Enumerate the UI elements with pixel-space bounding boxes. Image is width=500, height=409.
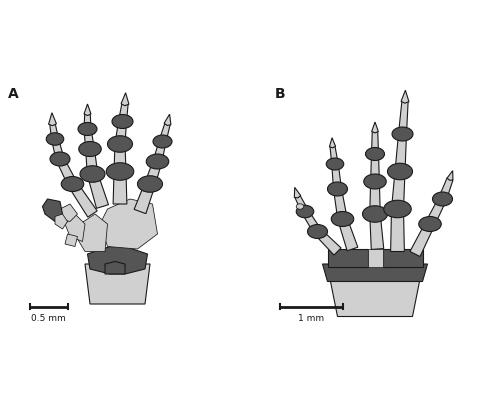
Polygon shape	[88, 173, 108, 209]
Polygon shape	[154, 141, 166, 163]
Ellipse shape	[78, 123, 97, 136]
Polygon shape	[115, 122, 126, 145]
Polygon shape	[370, 155, 380, 182]
Polygon shape	[159, 124, 170, 143]
Polygon shape	[392, 172, 405, 210]
Polygon shape	[134, 183, 155, 214]
Polygon shape	[65, 234, 78, 247]
Polygon shape	[370, 214, 384, 250]
Ellipse shape	[112, 115, 133, 129]
Ellipse shape	[153, 136, 172, 148]
Polygon shape	[334, 189, 347, 220]
Polygon shape	[390, 209, 404, 252]
Polygon shape	[78, 214, 108, 252]
Text: B: B	[275, 87, 285, 101]
Polygon shape	[105, 262, 125, 274]
Ellipse shape	[108, 137, 132, 153]
Polygon shape	[328, 249, 368, 267]
Text: 0.5 mm: 0.5 mm	[32, 313, 66, 322]
Polygon shape	[65, 214, 85, 242]
Ellipse shape	[432, 193, 452, 207]
Polygon shape	[48, 113, 56, 126]
Ellipse shape	[46, 133, 64, 146]
Polygon shape	[439, 178, 453, 201]
Ellipse shape	[308, 225, 328, 239]
Polygon shape	[330, 279, 420, 317]
Polygon shape	[86, 149, 98, 175]
Polygon shape	[164, 115, 171, 126]
Polygon shape	[372, 123, 378, 134]
Polygon shape	[322, 264, 428, 282]
Polygon shape	[426, 198, 446, 227]
Polygon shape	[50, 124, 58, 140]
Ellipse shape	[392, 128, 413, 142]
Polygon shape	[85, 264, 150, 304]
Polygon shape	[368, 249, 382, 267]
Polygon shape	[370, 182, 380, 214]
Ellipse shape	[364, 175, 386, 189]
Ellipse shape	[331, 212, 354, 227]
Ellipse shape	[388, 164, 412, 180]
Polygon shape	[302, 210, 321, 234]
Ellipse shape	[296, 206, 314, 218]
Ellipse shape	[106, 163, 134, 181]
Polygon shape	[382, 249, 422, 267]
Polygon shape	[84, 115, 91, 130]
Polygon shape	[395, 135, 406, 173]
Polygon shape	[295, 196, 308, 213]
Polygon shape	[42, 200, 62, 222]
Ellipse shape	[146, 155, 169, 170]
Ellipse shape	[50, 153, 70, 166]
Polygon shape	[84, 129, 94, 150]
Polygon shape	[372, 132, 378, 155]
Polygon shape	[121, 94, 129, 106]
Polygon shape	[114, 145, 126, 172]
Polygon shape	[401, 91, 409, 104]
Polygon shape	[68, 182, 97, 218]
Polygon shape	[398, 102, 408, 135]
Polygon shape	[60, 204, 78, 222]
Text: 1 mm: 1 mm	[298, 313, 324, 322]
Ellipse shape	[80, 166, 105, 183]
Ellipse shape	[328, 182, 347, 196]
Polygon shape	[314, 229, 341, 255]
Ellipse shape	[296, 204, 304, 210]
Ellipse shape	[419, 217, 442, 232]
Polygon shape	[447, 171, 453, 181]
Ellipse shape	[362, 206, 388, 223]
Ellipse shape	[61, 177, 84, 192]
Ellipse shape	[384, 201, 411, 218]
Polygon shape	[330, 138, 336, 148]
Text: A: A	[8, 87, 18, 101]
Polygon shape	[88, 247, 148, 274]
Polygon shape	[100, 200, 158, 249]
Polygon shape	[118, 104, 128, 123]
Polygon shape	[84, 105, 91, 116]
Ellipse shape	[326, 159, 344, 171]
Ellipse shape	[366, 148, 384, 161]
Polygon shape	[52, 139, 64, 161]
Polygon shape	[113, 172, 127, 204]
Ellipse shape	[79, 142, 101, 157]
Polygon shape	[410, 222, 434, 257]
Polygon shape	[56, 158, 76, 187]
Polygon shape	[55, 214, 68, 229]
Polygon shape	[338, 218, 358, 251]
Ellipse shape	[138, 176, 162, 193]
Polygon shape	[294, 188, 300, 198]
Polygon shape	[330, 147, 338, 165]
Polygon shape	[332, 164, 342, 190]
Polygon shape	[145, 161, 162, 186]
